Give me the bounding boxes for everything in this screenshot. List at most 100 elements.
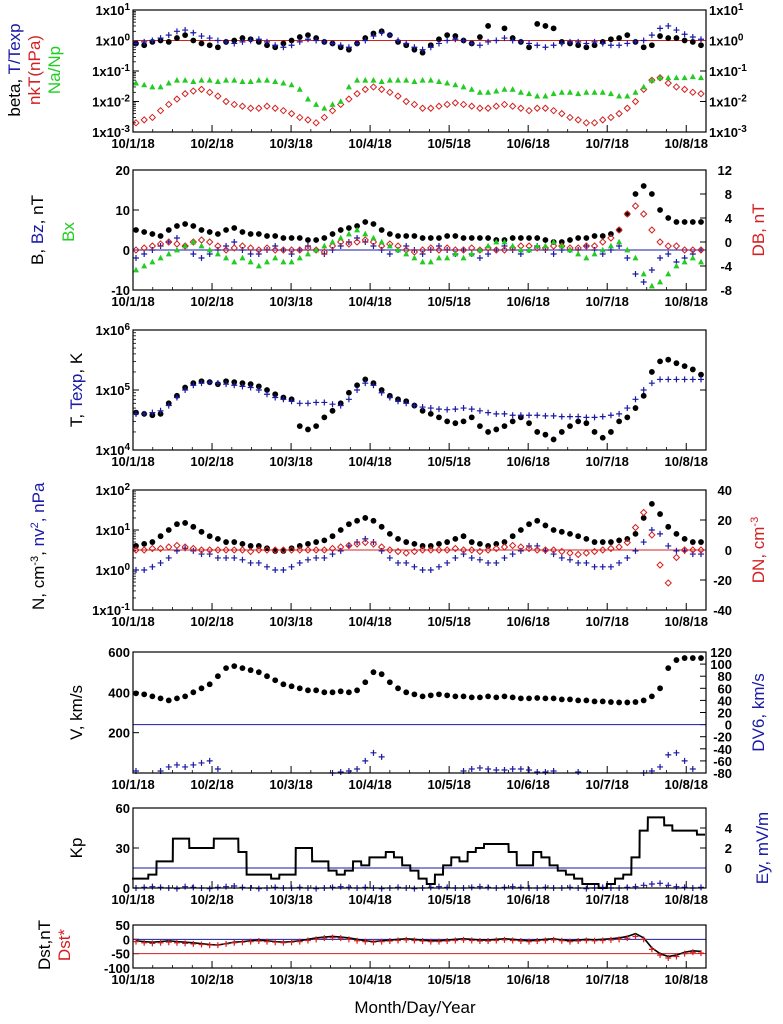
data-point (157, 884, 164, 891)
y-right-tick-label: -40 (713, 742, 732, 757)
data-point (296, 34, 303, 40)
data-point (534, 42, 541, 49)
data-point (353, 90, 361, 98)
data-point (427, 104, 435, 112)
data-point (549, 546, 558, 554)
data-point (214, 92, 222, 100)
data-point (435, 563, 442, 570)
data-point (345, 230, 352, 237)
data-point (427, 44, 434, 51)
data-point (542, 412, 549, 419)
data-point (681, 376, 688, 383)
data-point (182, 693, 189, 700)
data-point (173, 28, 180, 35)
data-point (591, 539, 598, 545)
data-point (542, 695, 549, 702)
data-point (149, 693, 156, 700)
data-point (132, 119, 140, 127)
x-tick-label: 10/8/18 (665, 777, 708, 792)
data-point (255, 546, 263, 554)
data-point (476, 547, 484, 556)
data-point (493, 426, 500, 433)
data-point (468, 250, 475, 257)
data-point (165, 79, 172, 86)
data-point (452, 554, 459, 561)
data-point (427, 884, 434, 891)
data-point (656, 238, 664, 246)
data-point (280, 40, 287, 47)
data-point (500, 543, 509, 551)
data-point (575, 413, 582, 420)
data-point (444, 539, 451, 545)
data-point (632, 89, 639, 95)
data-point (673, 749, 680, 756)
data-point (632, 883, 639, 890)
y-right-tick-label: -80 (713, 766, 732, 781)
data-point (632, 530, 639, 537)
data-point (435, 102, 443, 110)
data-point (517, 527, 524, 533)
data-point (181, 242, 189, 250)
data-point (689, 34, 696, 41)
data-point (403, 539, 410, 545)
data-point (591, 42, 598, 49)
data-point (493, 540, 500, 547)
data-point (436, 414, 442, 421)
data-point (296, 559, 303, 566)
data-point (526, 412, 533, 419)
data-point (673, 530, 680, 537)
x-tick-label: 10/4/18 (348, 972, 391, 987)
data-point (698, 551, 704, 558)
data-point (165, 939, 172, 946)
x-tick-label: 10/4/18 (348, 614, 391, 629)
data-point (206, 76, 213, 83)
x-tick-label: 10/2/18 (190, 972, 233, 987)
data-point (313, 423, 320, 430)
data-point (386, 251, 393, 257)
data-point (386, 679, 393, 686)
data-point (255, 387, 262, 393)
data-point (174, 521, 180, 528)
data-point (182, 763, 189, 770)
data-point (189, 238, 198, 246)
data-point (452, 937, 459, 944)
data-point (296, 685, 303, 692)
data-point (312, 119, 320, 127)
data-point (468, 40, 475, 47)
data-point (255, 559, 262, 566)
data-point (403, 559, 410, 566)
data-point (280, 681, 287, 688)
data-point (640, 936, 647, 943)
data-point (698, 74, 704, 81)
data-point (698, 36, 704, 43)
data-point (222, 97, 230, 106)
data-point (607, 242, 614, 249)
data-point (313, 687, 320, 694)
series-beta (133, 21, 704, 56)
y-tick-label: 1x101 (96, 2, 131, 19)
x-tick-label: 10/5/18 (427, 136, 470, 151)
data-point (566, 38, 573, 45)
data-point (517, 765, 524, 772)
y-tick-label: 1x106 (96, 322, 131, 339)
data-point (149, 539, 156, 545)
data-point (411, 937, 418, 944)
data-point (452, 693, 459, 700)
data-point (173, 394, 180, 401)
data-point (526, 44, 532, 51)
data-point (599, 40, 606, 47)
data-point (460, 936, 467, 943)
data-point (247, 258, 254, 265)
y-right-tick-label: 120 (710, 645, 732, 660)
data-point (648, 76, 656, 84)
data-point (591, 233, 598, 239)
data-point (534, 517, 541, 524)
data-point (681, 258, 688, 265)
data-point (460, 533, 467, 540)
data-point (639, 508, 648, 517)
y-right-tick-label: 1x10-1 (709, 63, 747, 80)
data-point (173, 761, 180, 768)
data-point (665, 270, 672, 277)
data-point (624, 255, 631, 261)
data-point (329, 40, 336, 47)
